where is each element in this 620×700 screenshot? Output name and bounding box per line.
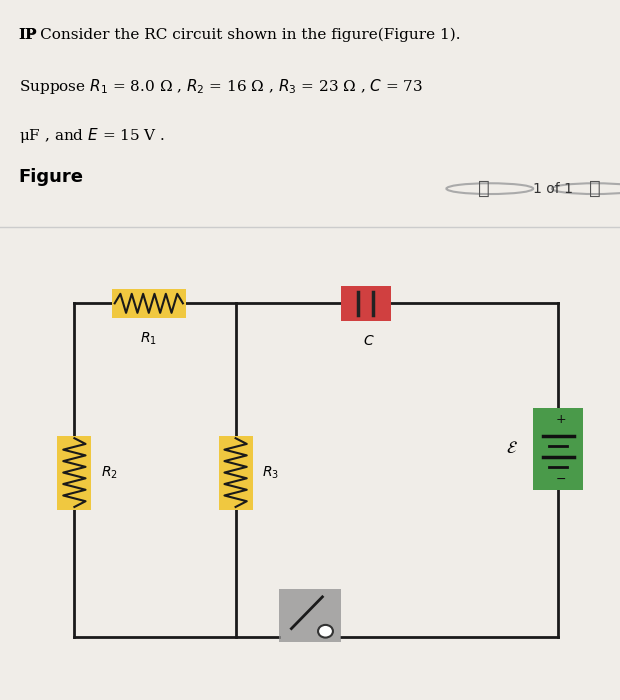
Text: $R_3$: $R_3$ xyxy=(262,464,279,481)
Circle shape xyxy=(318,625,333,638)
Text: μF , and $E$ = 15 V .: μF , and $E$ = 15 V . xyxy=(19,126,165,146)
Text: +: + xyxy=(556,413,567,426)
Text: 〉: 〉 xyxy=(590,179,601,198)
Bar xyxy=(279,589,341,642)
Text: $C$: $C$ xyxy=(363,334,374,348)
Bar xyxy=(533,408,583,490)
Text: −: − xyxy=(556,473,566,486)
Bar xyxy=(57,435,92,510)
Text: $R_1$: $R_1$ xyxy=(140,331,157,347)
Bar xyxy=(218,435,253,510)
Text: Suppose $R_1$ = 8.0 Ω , $R_2$ = 16 Ω , $R_3$ = 23 Ω , $C$ = 73: Suppose $R_1$ = 8.0 Ω , $R_2$ = 16 Ω , $… xyxy=(19,77,423,96)
Text: $\mathcal{E}$: $\mathcal{E}$ xyxy=(506,440,518,457)
Text: Figure: Figure xyxy=(19,168,84,186)
Text: 〈: 〈 xyxy=(478,179,489,198)
Bar xyxy=(341,286,391,321)
Text: IP: IP xyxy=(19,28,37,42)
Text: $R_2$: $R_2$ xyxy=(100,464,118,481)
Text: 1 of 1: 1 of 1 xyxy=(533,181,574,195)
Bar xyxy=(112,289,186,318)
Text: IP Consider the RC circuit shown in the figure(Figure 1).: IP Consider the RC circuit shown in the … xyxy=(19,28,460,42)
